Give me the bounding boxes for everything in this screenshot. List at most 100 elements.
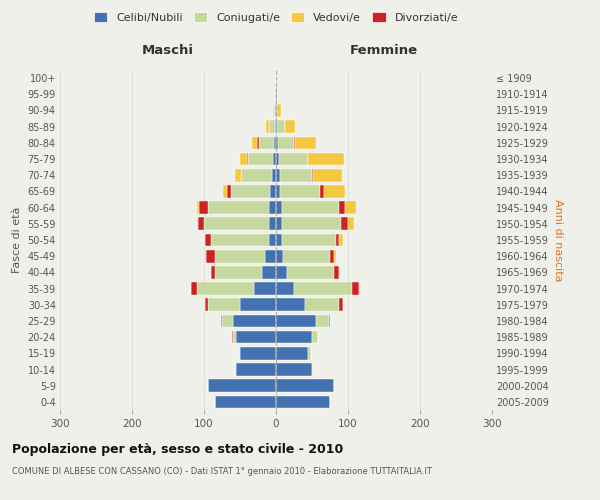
Y-axis label: Anni di nascita: Anni di nascita	[553, 198, 563, 281]
Bar	[316, 314, 329, 328]
Bar	[276, 380, 334, 392]
Bar	[266, 120, 269, 133]
Bar	[334, 266, 340, 278]
Bar	[323, 185, 345, 198]
Bar	[236, 363, 276, 376]
Bar	[276, 396, 330, 408]
Bar	[221, 314, 222, 328]
Bar	[276, 282, 294, 295]
Bar	[273, 104, 274, 117]
Bar	[223, 185, 227, 198]
Bar	[312, 363, 313, 376]
Bar	[235, 169, 241, 181]
Bar	[294, 282, 352, 295]
Bar	[215, 250, 265, 262]
Bar	[198, 218, 204, 230]
Bar	[259, 136, 274, 149]
Bar	[275, 88, 276, 101]
Bar	[276, 136, 278, 149]
Bar	[275, 104, 276, 117]
Bar	[222, 314, 233, 328]
Bar	[269, 202, 276, 214]
Bar	[235, 363, 236, 376]
Bar	[248, 152, 273, 166]
Bar	[269, 120, 275, 133]
Bar	[233, 331, 236, 344]
Bar	[273, 152, 276, 166]
Bar	[205, 298, 208, 311]
Bar	[276, 218, 282, 230]
Bar	[279, 152, 308, 166]
Bar	[277, 104, 281, 117]
Bar	[236, 331, 276, 344]
Bar	[208, 202, 269, 214]
Bar	[320, 185, 323, 198]
Bar	[313, 169, 341, 181]
Text: Popolazione per età, sesso e stato civile - 2010: Popolazione per età, sesso e stato civil…	[12, 442, 343, 456]
Text: Femmine: Femmine	[350, 44, 418, 57]
Bar	[295, 136, 316, 149]
Bar	[287, 266, 334, 278]
Bar	[199, 202, 208, 214]
Bar	[308, 347, 311, 360]
Bar	[312, 169, 313, 181]
Bar	[276, 347, 308, 360]
Bar	[276, 169, 280, 181]
Text: COMUNE DI ALBESE CON CASSANO (CO) - Dati ISTAT 1° gennaio 2010 - Elaborazione TU: COMUNE DI ALBESE CON CASSANO (CO) - Dati…	[12, 468, 432, 476]
Bar	[272, 169, 276, 181]
Bar	[308, 152, 344, 166]
Bar	[294, 136, 295, 149]
Bar	[280, 169, 312, 181]
Bar	[276, 234, 282, 246]
Bar	[240, 347, 276, 360]
Bar	[284, 120, 295, 133]
Text: Maschi: Maschi	[142, 44, 194, 57]
Bar	[278, 136, 294, 149]
Bar	[276, 331, 312, 344]
Bar	[276, 266, 287, 278]
Bar	[282, 202, 340, 214]
Bar	[280, 185, 320, 198]
Bar	[276, 152, 279, 166]
Bar	[215, 396, 276, 408]
Bar	[197, 218, 198, 230]
Bar	[254, 282, 276, 295]
Bar	[330, 250, 334, 262]
Bar	[276, 250, 283, 262]
Bar	[345, 202, 356, 214]
Bar	[240, 152, 247, 166]
Bar	[232, 331, 233, 344]
Bar	[270, 185, 276, 198]
Bar	[191, 282, 197, 295]
Bar	[276, 88, 277, 101]
Bar	[282, 218, 341, 230]
Bar	[247, 152, 248, 166]
Bar	[230, 185, 270, 198]
Bar	[277, 120, 284, 133]
Bar	[269, 218, 276, 230]
Bar	[348, 218, 354, 230]
Bar	[239, 347, 240, 360]
Bar	[205, 234, 211, 246]
Bar	[341, 218, 348, 230]
Bar	[251, 136, 257, 149]
Bar	[205, 250, 206, 262]
Bar	[340, 234, 343, 246]
Bar	[305, 298, 340, 311]
Bar	[276, 185, 280, 198]
Bar	[274, 136, 276, 149]
Bar	[318, 331, 319, 344]
Bar	[276, 314, 316, 328]
Bar	[215, 266, 262, 278]
Bar	[204, 218, 269, 230]
Y-axis label: Fasce di età: Fasce di età	[12, 207, 22, 273]
Bar	[283, 250, 330, 262]
Bar	[276, 298, 305, 311]
Bar	[276, 202, 282, 214]
Bar	[197, 202, 199, 214]
Bar	[208, 298, 240, 311]
Bar	[227, 185, 230, 198]
Bar	[276, 120, 277, 133]
Bar	[276, 104, 277, 117]
Bar	[312, 331, 318, 344]
